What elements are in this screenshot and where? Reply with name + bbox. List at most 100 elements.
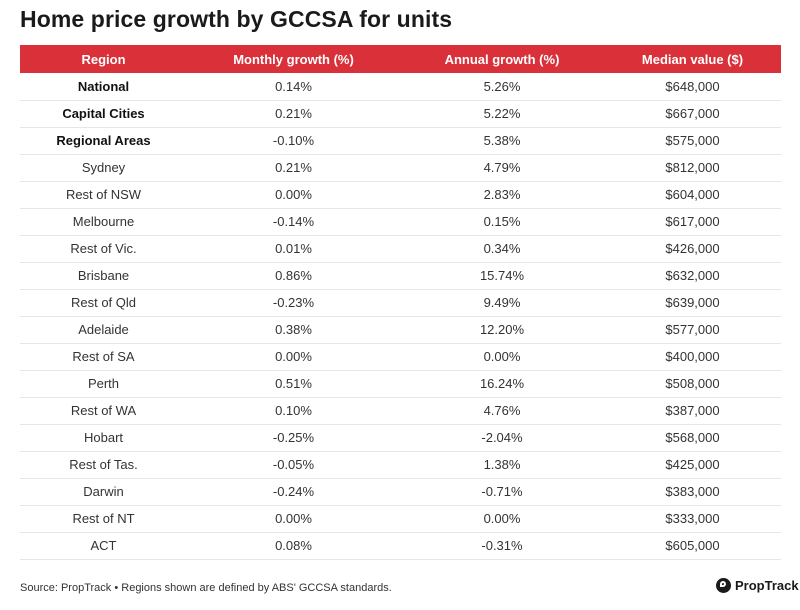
cell-annual-growth: 9.49% [483,295,521,310]
cell-annual-growth: 5.26% [483,78,521,94]
cell-region: Rest of Vic. [70,241,137,256]
growth-table: Region Monthly growth (%) Annual growth … [20,45,781,560]
cell-region: Hobart [83,430,124,445]
cell-median-value: $400,000 [665,349,720,364]
table-row: Darwin -0.24% -0.71% $383,000 [20,478,781,505]
cell-annual-growth: 16.24% [479,376,525,391]
cell-region: Capital Cities [62,106,145,121]
table-row: Rest of WA 0.10% 4.76% $387,000 [20,397,781,424]
column-header-region: Region [81,51,126,67]
logo-text: PropTrack [735,578,799,593]
cell-annual-growth: 15.74% [479,268,525,283]
cell-region: Darwin [83,484,124,499]
cell-monthly-growth: 0.14% [275,78,312,94]
cell-monthly-growth: -0.25% [272,430,315,445]
cell-annual-growth: 4.76% [483,403,521,418]
table-row: Sydney 0.21% 4.79% $812,000 [20,154,781,181]
cell-annual-growth: 2.83% [483,187,521,202]
cell-region: Perth [87,376,120,391]
cell-monthly-growth: 0.21% [275,160,312,175]
cell-median-value: $383,000 [665,484,720,499]
cell-region: Rest of NSW [65,187,142,202]
cell-monthly-growth: -0.10% [272,133,315,148]
cell-region: Melbourne [72,214,135,229]
column-header-annual-growth: Annual growth (%) [444,51,560,67]
cell-monthly-growth: 0.08% [275,538,312,553]
cell-median-value: $648,000 [665,78,720,94]
cell-annual-growth: 0.15% [483,214,521,229]
cell-annual-growth: 5.22% [483,106,521,121]
cell-region: ACT [90,538,117,553]
cell-monthly-growth: 0.01% [275,241,312,256]
chart-title: Home price growth by GCCSA for units [20,6,453,32]
table-row: Rest of NT 0.00% 0.00% $333,000 [20,505,781,532]
cell-monthly-growth: 0.10% [275,403,312,418]
table-header: Region Monthly growth (%) Annual growth … [20,45,781,73]
cell-annual-growth: 5.38% [483,133,521,148]
cell-median-value: $426,000 [665,241,720,256]
cell-median-value: $604,000 [665,187,720,202]
cell-annual-growth: 12.20% [479,322,525,337]
cell-annual-growth: 0.00% [483,349,521,364]
cell-monthly-growth: 0.86% [275,268,312,283]
table-row: Rest of Vic. 0.01% 0.34% $426,000 [20,235,781,262]
column-header-median-value: Median value ($) [641,51,744,67]
cell-median-value: $812,000 [665,160,720,175]
cell-monthly-growth: -0.24% [272,484,315,499]
table-row: Melbourne -0.14% 0.15% $617,000 [20,208,781,235]
cell-monthly-growth: 0.00% [275,187,312,202]
table-row: Adelaide 0.38% 12.20% $577,000 [20,316,781,343]
cell-median-value: $387,000 [665,403,720,418]
cell-annual-growth: 0.00% [483,511,521,526]
cell-region: Adelaide [78,322,129,337]
cell-monthly-growth: 0.21% [275,106,312,121]
table-row: Rest of Tas. -0.05% 1.38% $425,000 [20,451,781,478]
cell-region: Brisbane [77,268,130,283]
table-row: Regional Areas -0.10% 5.38% $575,000 [20,127,781,154]
table-row: Hobart -0.25% -2.04% $568,000 [20,424,781,451]
cell-median-value: $577,000 [665,322,720,337]
table-row: Rest of Qld -0.23% 9.49% $639,000 [20,289,781,316]
cell-region: Rest of WA [70,403,137,418]
proptrack-logo: PropTrack [716,578,799,593]
cell-region: Regional Areas [56,133,151,148]
cell-annual-growth: -0.71% [481,484,523,499]
cell-annual-growth: 0.34% [483,241,521,256]
cell-region: Rest of SA [72,349,135,364]
table-row: Rest of NSW 0.00% 2.83% $604,000 [20,181,781,208]
cell-median-value: $667,000 [665,106,720,121]
table-body: National 0.14% 5.26% $648,000 Capital Cities… [20,73,781,559]
cell-median-value: $425,000 [665,457,720,472]
location-pin-icon [716,578,731,593]
cell-region: National [77,78,130,94]
table-row: Rest of SA 0.00% 0.00% $400,000 [20,343,781,370]
cell-median-value: $617,000 [665,214,720,229]
cell-annual-growth: 1.38% [483,457,521,472]
cell-region: Rest of NT [72,511,135,526]
cell-monthly-growth: -0.05% [272,457,315,472]
cell-median-value: $333,000 [665,511,720,526]
source-note: Source: PropTrack • Regions shown are de… [20,582,392,594]
cell-region: Rest of Qld [70,295,137,310]
cell-median-value: $568,000 [665,430,720,445]
cell-median-value: $508,000 [665,376,720,391]
table-row: National 0.14% 5.26% $648,000 [20,73,781,100]
cell-monthly-growth: 0.00% [275,349,312,364]
cell-median-value: $639,000 [665,295,720,310]
header-row: Region Monthly growth (%) Annual growth … [20,45,781,73]
cell-annual-growth: 4.79% [483,160,521,175]
cell-monthly-growth: -0.14% [272,214,315,229]
cell-annual-growth: -2.04% [481,430,523,445]
column-header-monthly-growth: Monthly growth (%) [233,51,354,67]
cell-median-value: $575,000 [665,133,720,148]
table-row: ACT 0.08% -0.31% $605,000 [20,532,781,559]
cell-monthly-growth: 0.38% [275,322,312,337]
cell-region: Sydney [81,160,126,175]
table-row: Brisbane 0.86% 15.74% $632,000 [20,262,781,289]
cell-annual-growth: -0.31% [481,538,523,553]
table-row: Perth 0.51% 16.24% $508,000 [20,370,781,397]
cell-monthly-growth: 0.00% [275,511,312,526]
table-row: Capital Cities 0.21% 5.22% $667,000 [20,100,781,127]
cell-monthly-growth: -0.23% [272,295,315,310]
cell-median-value: $632,000 [665,268,720,283]
